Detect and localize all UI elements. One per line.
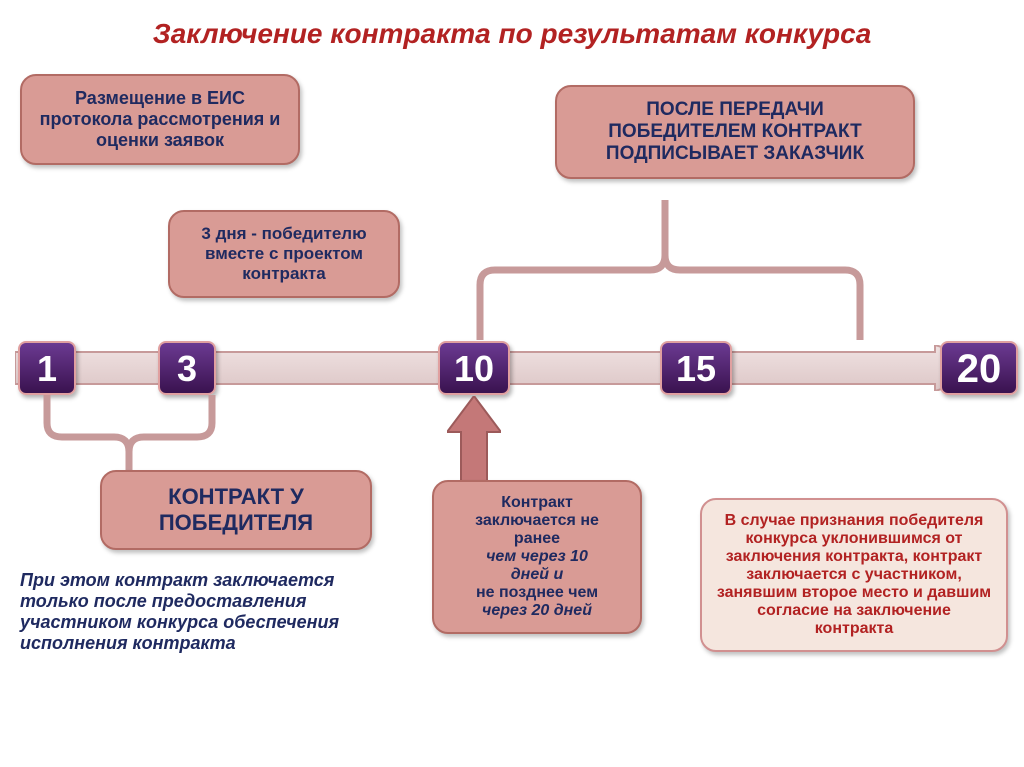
line: чем через 10 bbox=[448, 548, 626, 566]
callout-text: 3 дня - победителю вместе с проектом кон… bbox=[201, 224, 366, 283]
line: дней и bbox=[448, 566, 626, 584]
callout-text: В случае признания победителя конкурса у… bbox=[717, 512, 991, 637]
callout-text: ПОСЛЕ ПЕРЕДАЧИ ПОБЕДИТЕЛЕМ КОНТРАКТ ПОДП… bbox=[606, 99, 864, 164]
timeline-node-20: 20 bbox=[940, 341, 1018, 395]
callout-text: КОНТРАКТ У ПОБЕДИТЕЛЯ bbox=[159, 484, 313, 535]
callout-second-place: В случае признания победителя конкурса у… bbox=[700, 498, 1008, 652]
line: через 20 дней bbox=[448, 602, 626, 620]
line: не позднее чем bbox=[448, 584, 626, 602]
timeline-node-10: 10 bbox=[438, 341, 510, 395]
line: Контракт bbox=[448, 494, 626, 512]
line: заключается не bbox=[448, 512, 626, 530]
brace-top bbox=[470, 200, 870, 345]
callout-three-days: 3 дня - победителю вместе с проектом кон… bbox=[168, 210, 400, 298]
up-arrow-icon bbox=[447, 396, 501, 482]
callout-contract-timing: Контракт заключается не ранее чем через … bbox=[432, 480, 642, 634]
callout-winner-contract: КОНТРАКТ У ПОБЕДИТЕЛЯ bbox=[100, 470, 372, 550]
node-label: 10 bbox=[454, 348, 494, 389]
timeline-node-15: 15 bbox=[660, 341, 732, 395]
node-label: 1 bbox=[37, 348, 57, 389]
callout-text: Размещение в ЕИС протокола рассмотрения … bbox=[40, 88, 281, 150]
node-label: 3 bbox=[177, 348, 197, 389]
line: ранее bbox=[448, 530, 626, 548]
bottom-note: При этом контракт заключается только пос… bbox=[20, 570, 380, 654]
callout-protocol: Размещение в ЕИС протокола рассмотрения … bbox=[20, 74, 300, 165]
node-label: 15 bbox=[676, 348, 716, 389]
page-title: Заключение контракта по результатам конк… bbox=[0, 18, 1024, 50]
callout-customer-signs: ПОСЛЕ ПЕРЕДАЧИ ПОБЕДИТЕЛЕМ КОНТРАКТ ПОДП… bbox=[555, 85, 915, 179]
brace-bottom-left bbox=[42, 395, 217, 473]
node-label: 20 bbox=[957, 347, 1002, 391]
timeline-node-3: 3 bbox=[158, 341, 216, 395]
timeline-node-1: 1 bbox=[18, 341, 76, 395]
